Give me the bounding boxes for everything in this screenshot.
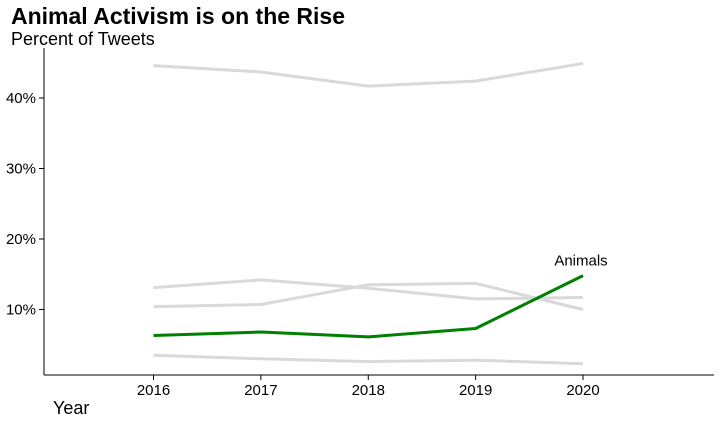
y-tick-label: 30% — [6, 161, 36, 178]
y-ticks: 10% 20% 30% 40% — [6, 90, 44, 318]
x-ticks: 2016 2017 2018 2019 2020 — [137, 375, 600, 399]
x-tick-label: 2017 — [244, 382, 277, 399]
x-tick-label: 2018 — [352, 382, 385, 399]
y-tick-label: 20% — [6, 231, 36, 248]
x-tick-label: 2019 — [459, 382, 492, 399]
chart-title: Animal Activism is on the Rise — [11, 3, 346, 29]
chart-subtitle: Percent of Tweets — [11, 29, 155, 49]
x-tick-label: 2020 — [566, 382, 599, 399]
y-tick-label: 10% — [6, 301, 36, 318]
series-line-context-4 — [153, 353, 584, 366]
animals-annotation: Animals — [554, 253, 607, 270]
series-line-animals — [153, 274, 584, 339]
x-tick-label: 2016 — [137, 382, 170, 399]
y-tick-label: 40% — [6, 90, 36, 107]
series-line-context-3 — [153, 281, 584, 311]
series-line-context-1 — [153, 62, 584, 88]
x-axis-label: Year — [53, 398, 89, 418]
series-layer — [153, 62, 584, 366]
series-line-context-2 — [153, 278, 584, 301]
